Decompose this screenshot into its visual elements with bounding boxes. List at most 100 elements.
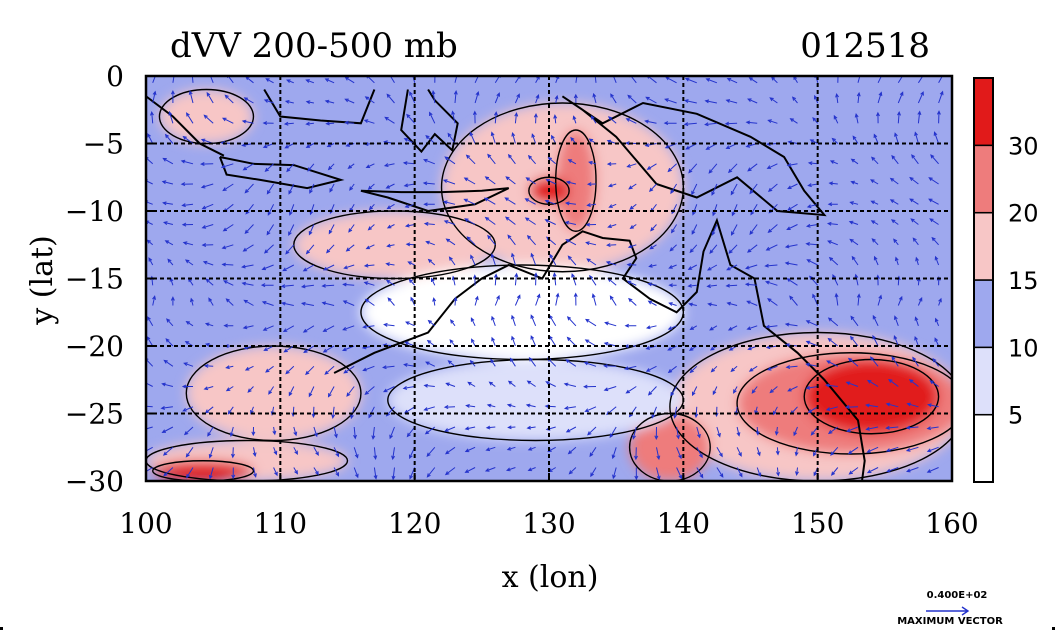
wind-vector xyxy=(928,198,939,205)
chart-date-label: 012518 xyxy=(800,26,930,66)
wind-vector xyxy=(345,244,355,252)
contour-region-4 xyxy=(293,211,496,279)
wind-vector xyxy=(650,224,657,232)
wind-vector xyxy=(342,325,355,331)
wind-vector xyxy=(646,163,657,170)
wind-vector xyxy=(835,92,840,104)
wind-vector xyxy=(725,99,738,104)
wind-vector xyxy=(531,133,537,144)
wind-vector xyxy=(772,406,778,416)
wind-vector xyxy=(514,111,519,124)
wind-vector xyxy=(877,294,883,306)
wind-vector xyxy=(208,467,214,480)
wind-vector xyxy=(870,200,879,205)
wind-vector xyxy=(765,324,778,329)
wind-vector xyxy=(451,110,456,124)
wind-vector xyxy=(222,117,234,124)
wind-vector xyxy=(443,220,456,225)
wind-vector xyxy=(873,133,879,144)
wind-vector xyxy=(305,143,315,149)
wind-vector xyxy=(302,325,315,333)
wind-vector xyxy=(321,301,335,306)
wind-vector xyxy=(563,405,576,410)
contour-line-11 xyxy=(628,412,711,481)
wind-vector xyxy=(829,160,838,165)
wind-vector xyxy=(329,183,335,193)
wind-vector xyxy=(444,467,456,476)
wind-vector xyxy=(854,273,859,286)
wind-vector xyxy=(403,183,415,188)
wind-vector xyxy=(786,278,798,286)
wind-vector xyxy=(852,135,859,144)
wind-vector xyxy=(784,244,798,249)
wind-vector xyxy=(583,384,597,389)
wind-vector xyxy=(629,203,637,210)
wind-vector xyxy=(825,383,838,388)
wind-vector xyxy=(746,325,758,330)
wind-vector xyxy=(252,447,257,458)
wind-vector xyxy=(645,365,657,372)
wind-vector xyxy=(303,345,315,354)
wind-vector xyxy=(443,405,456,410)
wind-vector xyxy=(716,467,724,478)
wind-vector xyxy=(221,262,234,267)
wind-vector xyxy=(203,386,214,391)
contour-region-7 xyxy=(804,359,939,434)
x-tick-label: 140 xyxy=(657,507,710,540)
wind-vector xyxy=(488,381,496,387)
wind-vector xyxy=(484,176,496,185)
wind-vector xyxy=(563,382,577,387)
wind-vector xyxy=(794,447,799,457)
colorbar-tick-label: 30 xyxy=(1008,132,1039,160)
wind-vector xyxy=(744,282,758,287)
wind-vector xyxy=(530,314,537,326)
wind-vector xyxy=(464,467,476,473)
wind-vector xyxy=(264,163,274,172)
wind-vector xyxy=(364,386,375,396)
wind-vector xyxy=(934,337,940,347)
wind-vector xyxy=(442,200,456,205)
wind-vector xyxy=(712,386,718,396)
wind-vector xyxy=(728,244,738,254)
wind-vector xyxy=(583,361,597,367)
wind-vector xyxy=(585,241,597,246)
wind-vector xyxy=(626,163,637,168)
wind-vector xyxy=(656,447,661,461)
wind-vector xyxy=(427,258,436,266)
wind-vector xyxy=(645,96,657,104)
wind-vector xyxy=(746,300,758,306)
wind-vector xyxy=(486,403,496,408)
wind-vector xyxy=(426,467,436,478)
wind-vector xyxy=(220,163,234,169)
wind-vector xyxy=(324,99,335,104)
wind-vector xyxy=(627,244,637,249)
wind-vector xyxy=(730,183,738,196)
wind-vector xyxy=(185,320,194,327)
wind-vector xyxy=(161,426,174,434)
wind-vector xyxy=(806,259,818,266)
wind-vector xyxy=(586,258,597,266)
wind-vector xyxy=(207,426,214,437)
wind-vector xyxy=(313,447,319,457)
wind-vector xyxy=(333,467,340,477)
wind-vector xyxy=(453,90,458,104)
corner-mark-bottom-left xyxy=(0,627,3,630)
wind-vector xyxy=(146,446,153,452)
wind-vector xyxy=(865,403,879,408)
wind-vector xyxy=(284,143,295,149)
wind-vector xyxy=(704,122,717,127)
wind-vector xyxy=(571,273,577,286)
wind-vector xyxy=(844,405,859,410)
wind-vector xyxy=(243,299,254,306)
wind-vector xyxy=(914,316,919,326)
wind-vector xyxy=(567,255,577,266)
wind-vector xyxy=(676,467,683,480)
wind-vector xyxy=(241,119,254,124)
wind-vector xyxy=(809,139,818,144)
wind-vector xyxy=(465,404,476,408)
wind-vector xyxy=(526,234,536,246)
wind-vector xyxy=(564,201,576,206)
wind-vector xyxy=(604,321,617,327)
wind-vector xyxy=(891,154,899,165)
